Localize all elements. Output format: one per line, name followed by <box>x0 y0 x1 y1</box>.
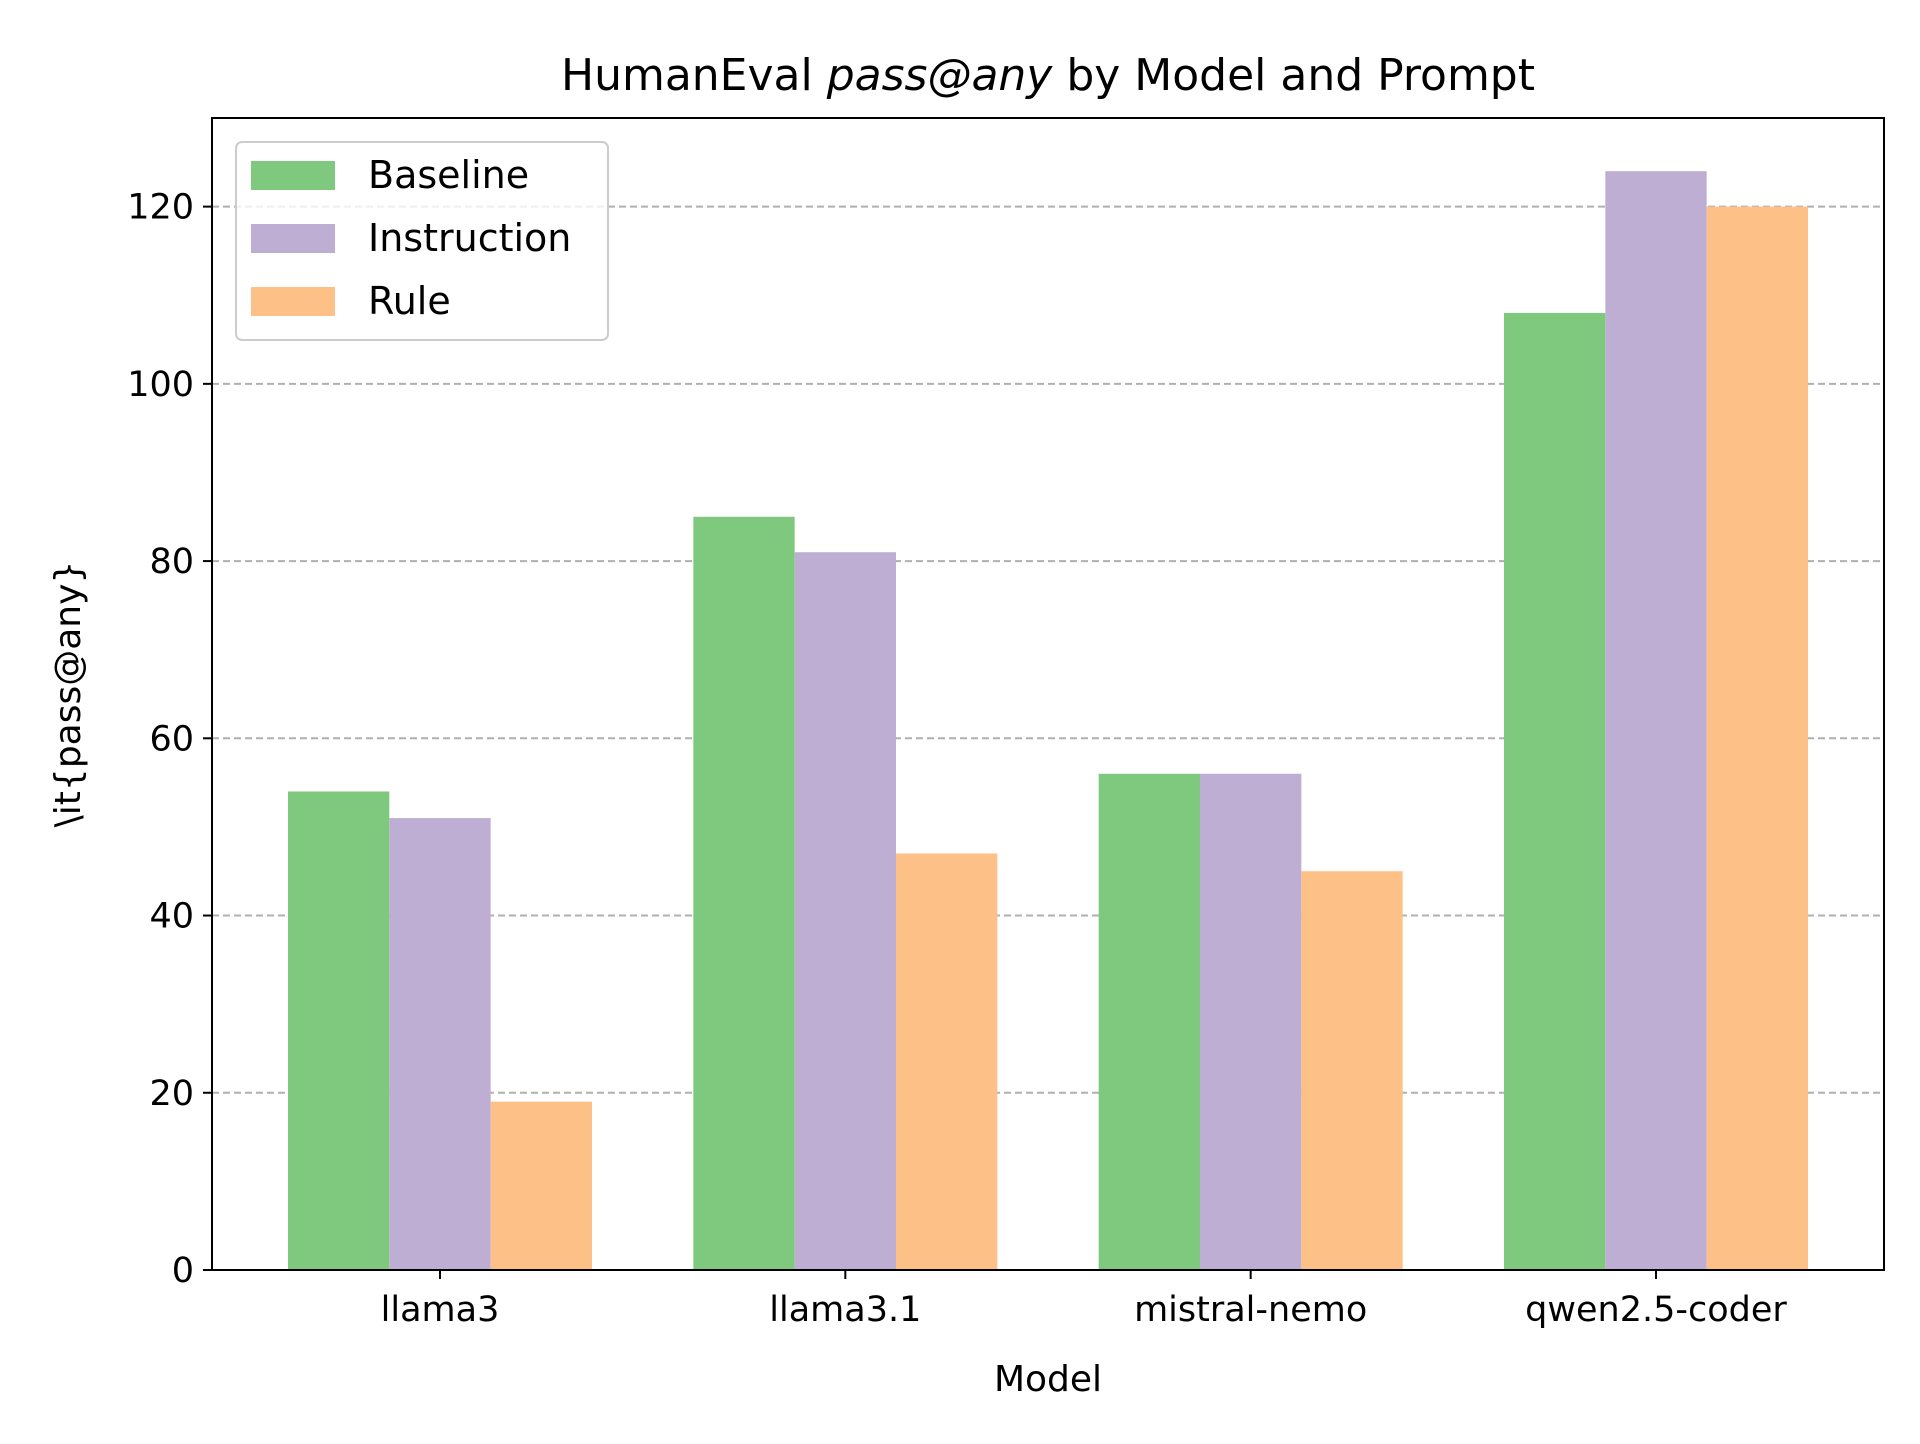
y-tick-label: 0 <box>172 1251 194 1291</box>
chart-title-italic: pass@any <box>826 50 1054 101</box>
plot-frame <box>211 117 1885 1271</box>
bar-baseline-llama3 <box>288 791 390 1270</box>
chart-title-suffix: by Model and Prompt <box>1052 50 1535 101</box>
bar-rule-mistral-nemo <box>1301 871 1403 1270</box>
y-axis-title: \it{pass@any} <box>48 561 89 828</box>
x-tick-label: qwen2.5-coder <box>1525 1290 1787 1330</box>
bar-baseline-qwen2-5-coder <box>1504 312 1606 1270</box>
y-tick-label: 80 <box>149 542 194 582</box>
chart-title-prefix: HumanEval <box>561 50 827 101</box>
bar-baseline-llama3-1 <box>693 516 795 1270</box>
bar-instruction-llama3 <box>389 818 491 1270</box>
x-axis-title: Model <box>994 1359 1102 1400</box>
bar-instruction-llama3-1 <box>794 552 896 1270</box>
x-tick-label: llama3 <box>381 1290 500 1330</box>
y-tick-label: 120 <box>127 188 194 228</box>
x-axis: llama3 llama3.1 mistral-nemo qwen2.5-coder <box>381 1270 1787 1330</box>
y-tick-label: 100 <box>127 365 194 405</box>
chart-title: HumanEval pass@any by Model and Prompt <box>561 50 1535 101</box>
bars <box>288 171 1808 1271</box>
legend-label-instruction: Instruction <box>368 216 571 260</box>
legend-swatch-baseline <box>251 161 335 190</box>
bar-rule-llama3-1 <box>896 853 998 1270</box>
y-tick-label: 40 <box>149 897 194 937</box>
y-tick-label: 20 <box>149 1074 194 1114</box>
bar-instruction-mistral-nemo <box>1200 773 1302 1270</box>
x-tick-label: llama3.1 <box>769 1290 921 1330</box>
legend-swatch-rule <box>251 287 335 316</box>
y-tick-label: 60 <box>149 719 194 759</box>
bar-rule-llama3 <box>490 1101 592 1270</box>
y-axis: 0 20 40 60 80 100 120 <box>127 188 212 1291</box>
legend-label-rule: Rule <box>368 279 451 323</box>
x-tick-label: mistral-nemo <box>1134 1290 1367 1330</box>
legend-swatch-instruction <box>251 224 335 253</box>
legend-label-baseline: Baseline <box>368 153 529 197</box>
legend: Baseline Instruction Rule <box>235 141 609 341</box>
bar-rule-qwen2-5-coder <box>1706 206 1808 1271</box>
bar-baseline-mistral-nemo <box>1098 773 1200 1270</box>
bar-instruction-qwen2-5-coder <box>1605 171 1707 1271</box>
